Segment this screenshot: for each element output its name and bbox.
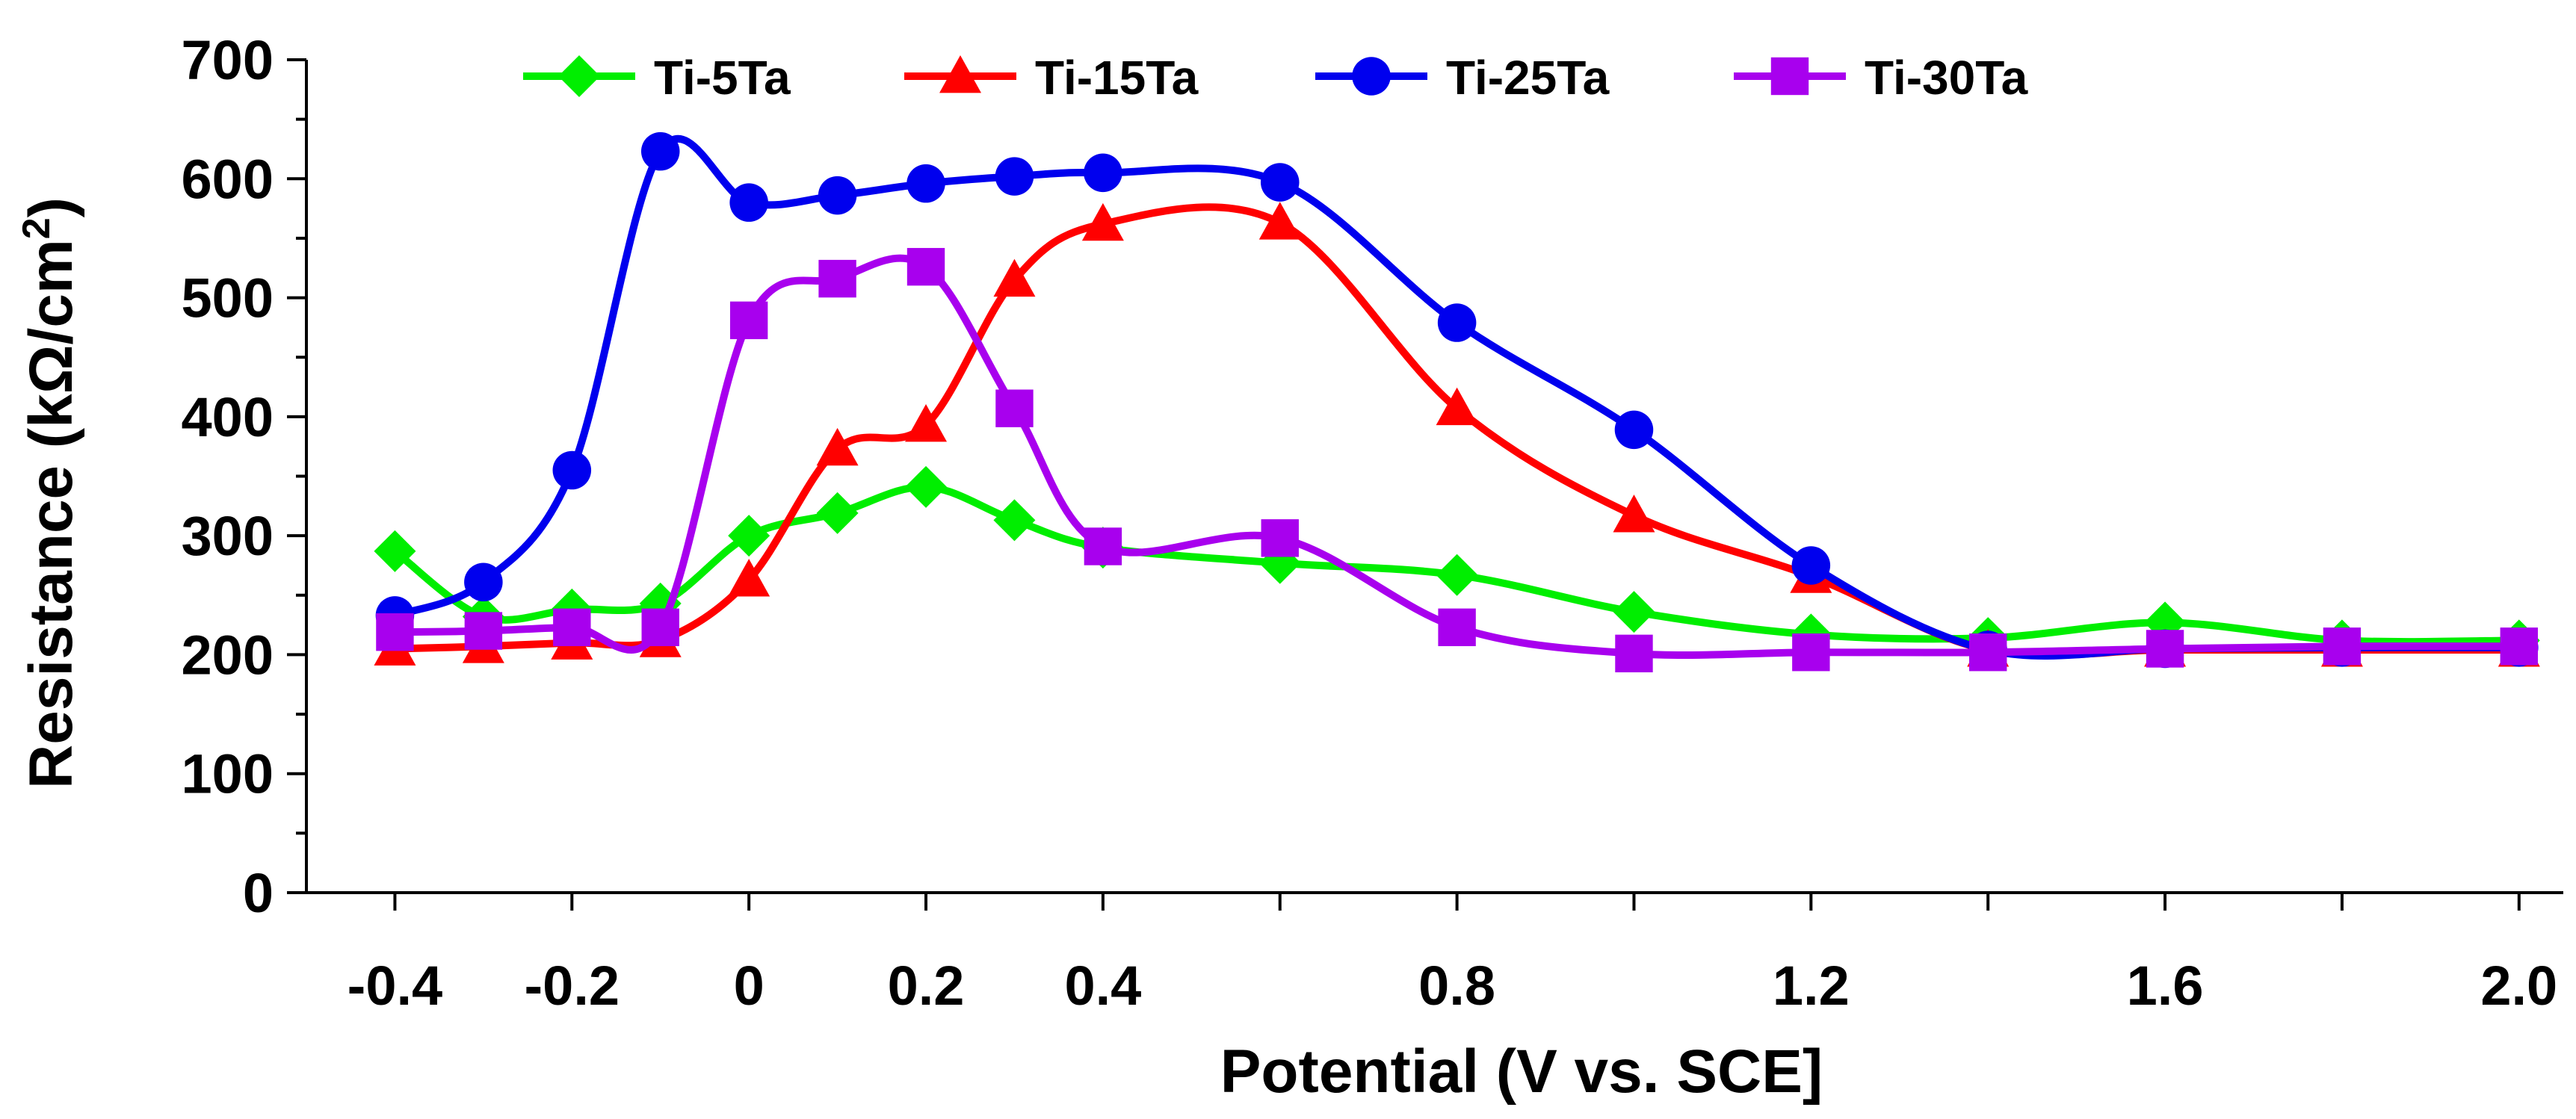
y-axis-title-sup: 2: [15, 217, 58, 239]
series-ti-30ta: [376, 247, 2538, 673]
legend-item-ti-5ta: Ti-5Ta: [523, 51, 791, 105]
data-point: [905, 465, 948, 508]
y-tick-label: 300: [182, 505, 274, 567]
data-point: [376, 613, 414, 651]
data-point: [818, 176, 857, 215]
x-tick-label: -0.4: [348, 955, 443, 1017]
data-point: [1615, 634, 1653, 673]
legend-label: Ti-5Ta: [654, 51, 791, 105]
legend-label: Ti-25Ta: [1446, 51, 1610, 105]
data-point: [1613, 495, 1655, 533]
legend: Ti-5Ta Ti-15Ta Ti-25Ta Ti-30Ta: [523, 51, 2028, 105]
data-point: [1258, 202, 1301, 240]
y-tick-label: 200: [182, 624, 274, 686]
legend-label: Ti-30Ta: [1865, 51, 2028, 105]
legend-item-ti-15ta: Ti-15Ta: [904, 51, 1199, 105]
x-tick-label: 0.2: [888, 955, 965, 1017]
data-point: [552, 450, 592, 490]
data-point: [1084, 527, 1122, 565]
y-tick-label: 400: [182, 386, 274, 448]
data-point: [1084, 153, 1122, 193]
data-point: [993, 258, 1036, 297]
data-point: [818, 259, 856, 298]
y-tick-label: 100: [182, 743, 274, 805]
y-tick-label: 500: [182, 267, 274, 329]
data-point: [1968, 633, 2007, 672]
data-point: [2146, 630, 2184, 668]
axes: 0 100 200 300 400 500 600 700 -0.4 -0.2 0 0.2 0.4 0.8…: [182, 29, 2563, 1017]
data-point: [553, 608, 591, 646]
x-tick-label: 1.2: [1773, 955, 1850, 1017]
data-point: [1436, 554, 1478, 596]
data-point: [995, 389, 1034, 427]
data-point: [993, 499, 1036, 542]
data-point: [1436, 387, 1478, 426]
data-point: [1438, 608, 1476, 646]
x-axis-title: Potential (V vs. SCE]: [1220, 1038, 1823, 1106]
data-point: [1437, 303, 1477, 342]
data-point: [2500, 627, 2538, 666]
data-point: [1792, 633, 1830, 672]
data-point: [641, 608, 679, 646]
x-tick-label: -0.2: [525, 955, 620, 1017]
data-point: [1260, 163, 1300, 202]
legend-item-ti-30ta: Ti-30Ta: [1734, 51, 2028, 105]
x-tick-label: 0: [734, 955, 765, 1017]
data-point: [1261, 519, 1299, 557]
data-point: [1081, 202, 1124, 241]
data-point: [728, 515, 770, 557]
data-point: [728, 559, 770, 597]
data-point: [995, 157, 1034, 196]
x-tick-label: 0.4: [1064, 955, 1141, 1017]
legend-swatch-marker: [1770, 57, 1809, 96]
x-tick-label: 2.0: [2480, 955, 2557, 1017]
legend-label: Ti-15Ta: [1035, 51, 1199, 105]
legend-swatch-marker: [1352, 57, 1391, 96]
series-line: [391, 134, 2523, 660]
series-layer: [374, 131, 2540, 673]
data-point: [640, 131, 680, 171]
data-point: [906, 164, 945, 203]
data-point: [374, 530, 416, 572]
series-line: [391, 254, 2523, 659]
y-tick-label: 700: [182, 29, 274, 91]
series-ti-15ta: [374, 202, 2540, 667]
data-point: [905, 404, 948, 442]
y-axis-title: Resistance (kΩ/cm2): [15, 197, 85, 789]
y-tick-label: 0: [243, 862, 274, 924]
y-axis-title-main: Resistance (kΩ/cm: [17, 239, 85, 789]
data-point: [906, 247, 945, 286]
legend-swatch-marker: [558, 55, 600, 97]
legend-item-ti-25ta: Ti-25Ta: [1315, 51, 1610, 105]
x-tick-label: 1.6: [2127, 955, 2204, 1017]
legend-swatch-marker: [939, 55, 981, 93]
data-point: [816, 492, 859, 534]
y-tick-label: 600: [182, 148, 274, 210]
data-point: [729, 301, 768, 340]
y-axis-title-close: ): [17, 197, 85, 217]
data-point: [1614, 410, 1654, 450]
data-point: [729, 183, 768, 222]
data-point: [1613, 591, 1655, 633]
data-point: [464, 612, 503, 650]
x-tick-label: 0.8: [1418, 955, 1495, 1017]
data-point: [1791, 546, 1831, 585]
data-point: [2323, 627, 2362, 666]
data-point: [816, 427, 859, 466]
data-point: [464, 562, 503, 602]
